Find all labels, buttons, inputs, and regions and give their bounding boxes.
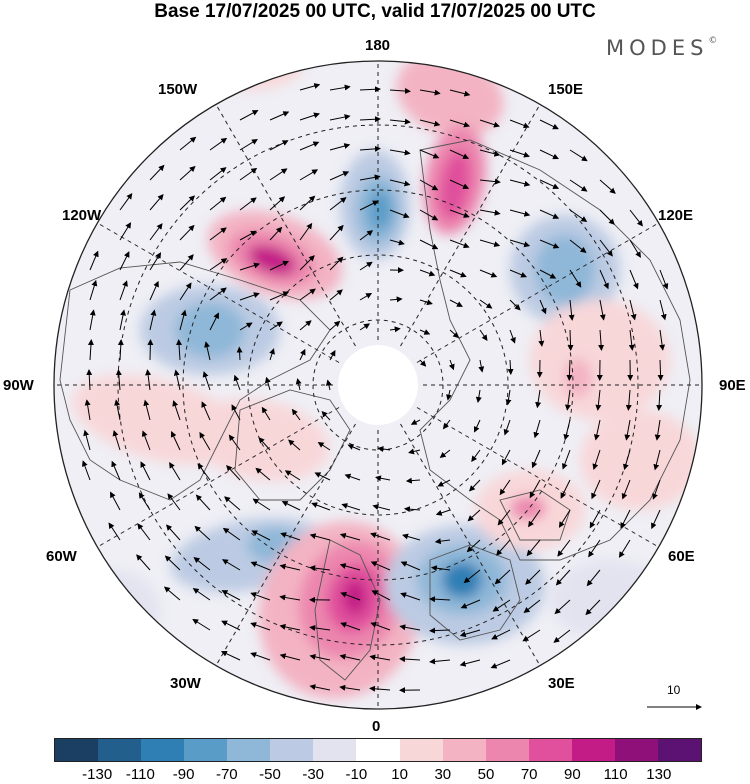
colorbar-swatch (141, 739, 184, 761)
colorbar-tick-label: -90 (173, 766, 195, 783)
wind-vector (239, 348, 240, 360)
colorbar-swatch (98, 739, 141, 761)
colorbar-tick-label: -130 (82, 766, 112, 783)
colorbar-tick-label: -30 (302, 766, 324, 783)
colorbar-swatch (529, 739, 572, 761)
colorbar-swatch (443, 739, 486, 761)
colorbar-tick-label: -50 (259, 766, 281, 783)
wind-vector (570, 330, 571, 350)
lon-label-30e: 30E (548, 675, 575, 693)
colorbar-swatch (313, 739, 356, 761)
lon-label-60e: 60E (668, 548, 695, 566)
colorbar-tick-label: -70 (216, 766, 238, 783)
colorbar-swatch (270, 739, 313, 761)
colorbar-swatch (227, 739, 270, 761)
colorbar-ticks: -130 -110 -90 -70 -50 -30 -10 10 30 50 70 90 110 130 (0, 766, 750, 784)
colorbar-tick-label: 70 (521, 766, 538, 783)
colorbar-swatch (658, 739, 701, 761)
colorbar-swatch (615, 739, 658, 761)
colorbar-swatch (486, 739, 529, 761)
colorbar-swatch (572, 739, 615, 761)
lon-label-60w: 60W (46, 548, 77, 566)
lon-label-90e: 90E (719, 377, 746, 395)
colorbar (54, 738, 702, 762)
colorbar-tick-label: 30 (434, 766, 451, 783)
colorbar-tick-label: -10 (346, 766, 368, 783)
colorbar-swatch (184, 739, 227, 761)
colorbar-tick-label: 110 (604, 766, 628, 783)
lon-label-30w: 30W (170, 675, 201, 693)
colorbar-tick-label: 10 (391, 766, 408, 783)
colorbar-tick-label: 130 (646, 766, 671, 783)
colorbar-swatch (400, 739, 443, 761)
wind-vector (150, 340, 151, 360)
colorbar-tick-label: 50 (478, 766, 495, 783)
colorbar-swatch (55, 739, 98, 761)
vector-reference: 10 (645, 683, 705, 723)
lon-label-180: 180 (365, 37, 390, 55)
field-layer (54, 30, 702, 722)
colorbar-swatch (356, 739, 399, 761)
lon-label-150w: 150W (158, 81, 197, 99)
colorbar-tick-label: 90 (564, 766, 581, 783)
lon-label-120e: 120E (658, 207, 693, 225)
lon-label-150e: 150E (548, 81, 583, 99)
lon-label-90w: 90W (3, 377, 34, 395)
colorbar-tick-label: -110 (126, 766, 155, 783)
lon-label-120w: 120W (62, 207, 101, 225)
lon-label-0: 0 (372, 718, 380, 736)
